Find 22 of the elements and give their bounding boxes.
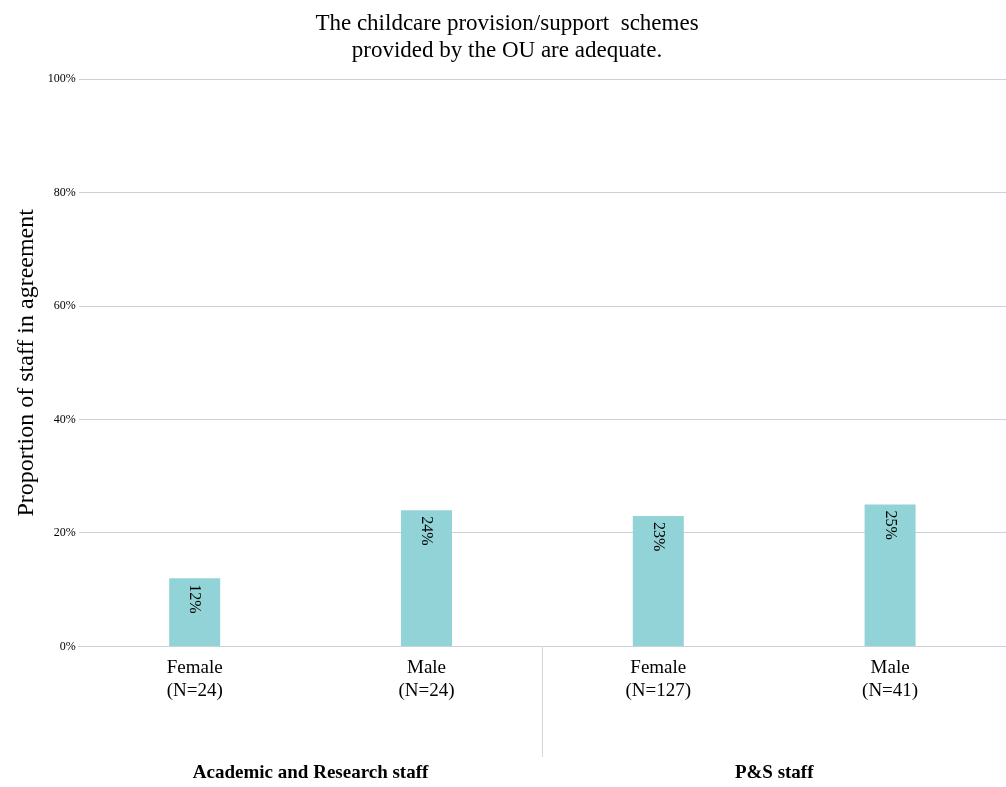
- x-tick-label: Male (N=24): [398, 655, 455, 701]
- data-label: 24%: [419, 516, 437, 546]
- y-tick-label: 60%: [53, 298, 76, 313]
- data-label: 12%: [187, 584, 205, 614]
- text: Academic and Research staff: [192, 760, 430, 782]
- chart-title: The childcare provision/support schemes provided by the OU are adequate.: [315, 9, 699, 63]
- x-tick-label: Female (N=127): [625, 655, 692, 701]
- y-axis-title: Proportion of staff in agreement: [11, 208, 38, 517]
- x-tick-label: Male (N=41): [862, 655, 919, 701]
- x-tick-label: Female (N=24): [166, 655, 223, 701]
- y-tick-label: 20%: [53, 525, 76, 540]
- bar: [401, 510, 452, 646]
- data-label: 25%: [882, 510, 900, 540]
- y-tick-label: 40%: [53, 411, 76, 426]
- bar: [632, 515, 684, 646]
- y-tick-label: 80%: [53, 184, 76, 199]
- y-tick-label: 0%: [59, 638, 76, 653]
- bar: [169, 578, 221, 646]
- text: P&S staff: [734, 760, 815, 782]
- y-tick-label: 100%: [47, 71, 76, 86]
- data-label: 23%: [651, 521, 669, 552]
- bar: [864, 504, 916, 646]
